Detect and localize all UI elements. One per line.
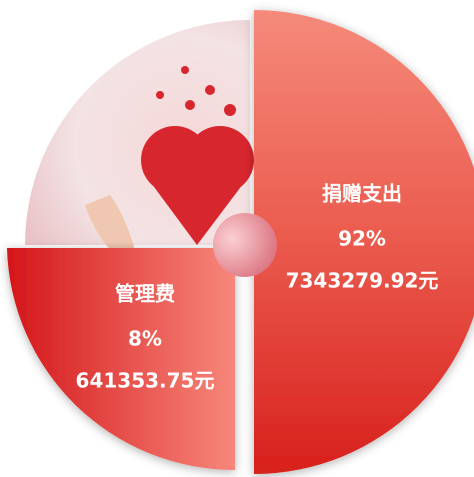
slice-percent: 92% [338,227,386,251]
slice-amount: 7343279.92元 [286,269,439,293]
hand-decor [85,195,135,255]
pie-slice [7,248,235,470]
heart-decor [141,66,254,245]
slice-percent: 8% [128,327,162,351]
slice-category: 捐赠支出 [322,182,402,206]
slice-category: 管理费 [115,282,175,306]
center-circle [213,213,277,277]
pie-slice [254,10,474,474]
slice-amount: 641353.75元 [76,369,215,393]
